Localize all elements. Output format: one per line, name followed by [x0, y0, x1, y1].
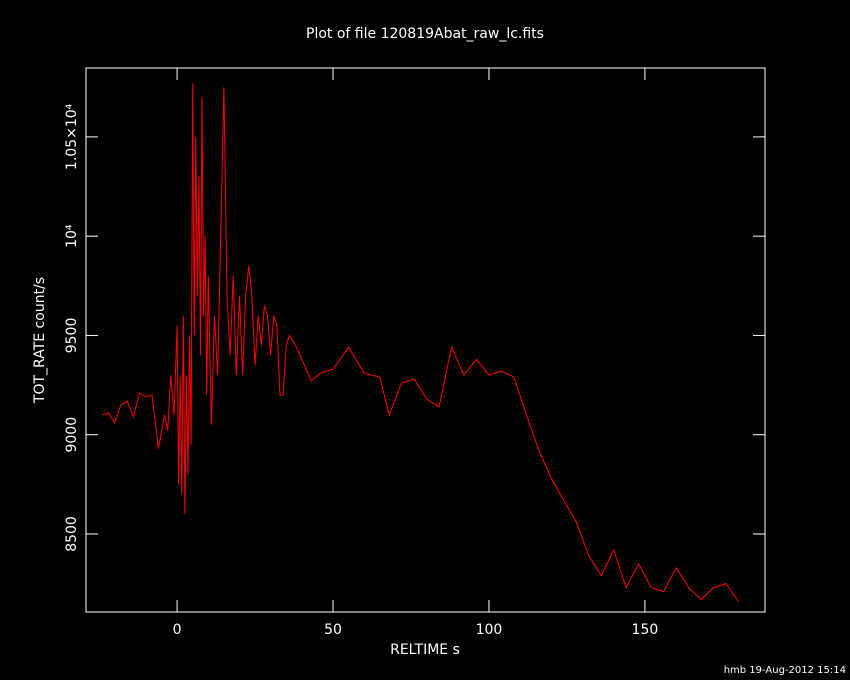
x-tick-label: 100 [476, 622, 503, 638]
y-axis-label: TOT_RATE count/s [32, 277, 48, 404]
chart-title: Plot of file 120819Abat_raw_lc.fits [306, 26, 544, 42]
x-tick-label: 50 [324, 622, 342, 638]
light-curve [102, 83, 739, 602]
y-tick-label: 8500 [64, 516, 80, 552]
y-tick-label: 1.05×10⁴ [64, 103, 80, 170]
x-tick-label: 0 [173, 622, 182, 638]
plot-frame [85, 67, 766, 613]
footer: hmb 19-Aug-2012 15:14 [724, 665, 846, 676]
y-tick-label: 9000 [64, 417, 80, 453]
x-axis-label: RELTIME s [390, 642, 460, 658]
x-tick-label: 150 [632, 622, 659, 638]
y-tick-label: 9500 [64, 318, 80, 354]
y-tick-label: 10⁴ [64, 224, 80, 248]
